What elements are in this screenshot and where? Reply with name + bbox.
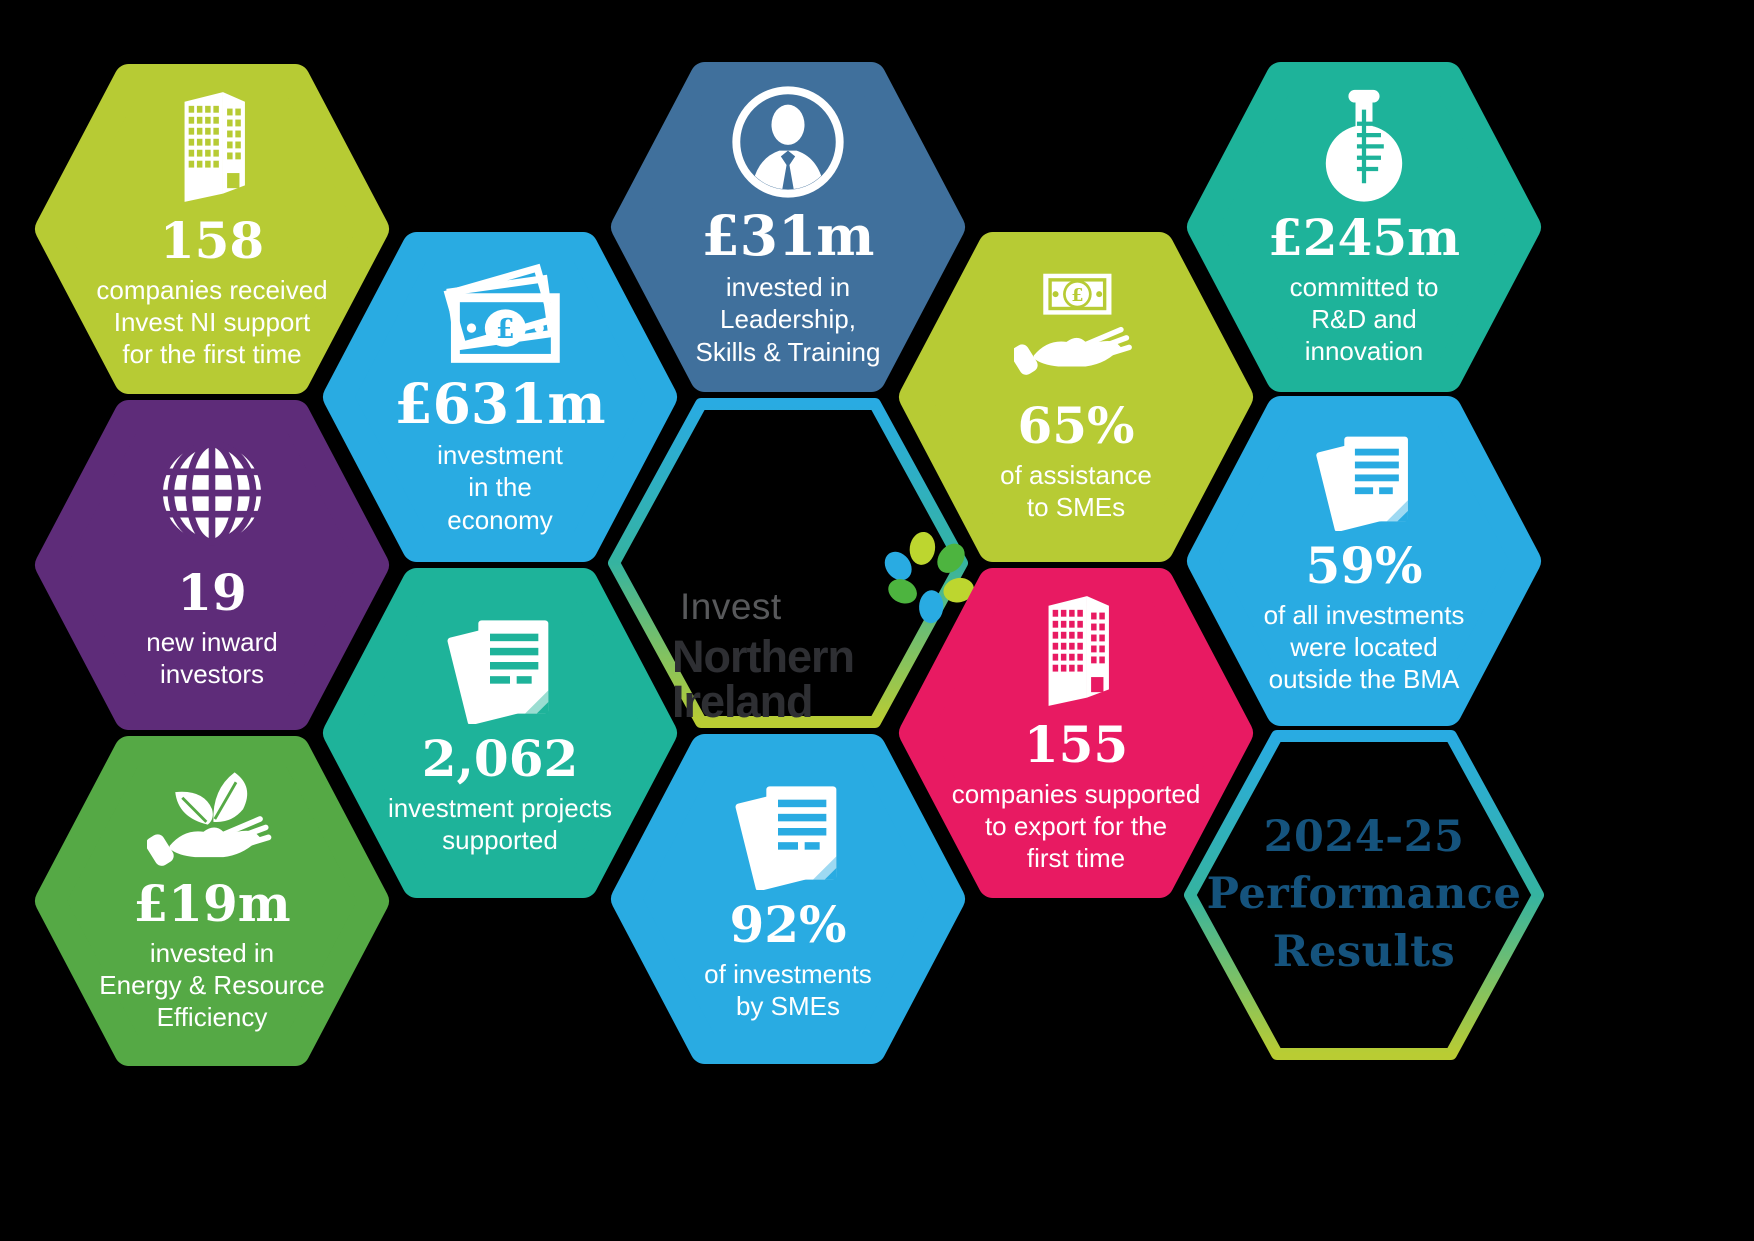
results-hexagon: 2024-25 Performance Results [1184, 730, 1544, 1060]
stat-value: £19m [133, 873, 291, 933]
building-icon [1048, 595, 1109, 706]
stat-value: £631m [394, 371, 606, 437]
stat-hex-rd-innovation: £245m committed to R&D and innovation [1184, 62, 1544, 392]
hexagon-outline-shape [1184, 730, 1544, 1060]
flask-icon [1325, 89, 1403, 202]
hexagon-shape [611, 62, 965, 392]
stat-hex-first-time-exporters: 155 companies supported to export for th… [896, 568, 1256, 898]
hexagon-shape [899, 568, 1253, 898]
hexagon-shape [323, 232, 677, 562]
stat-caption: new inward investors [146, 626, 278, 689]
hexagon-shape [899, 232, 1253, 562]
documents-icon [735, 786, 837, 890]
person-icon [732, 86, 844, 198]
stat-hex-investments-by-smes: 92% of investments by SMEs [608, 734, 968, 1064]
logo-text-northern: Northern [672, 631, 855, 682]
hexagon-shape [611, 734, 965, 1064]
hexagon-shape [323, 568, 677, 898]
results-line-year: 2024-25 [1263, 812, 1465, 863]
hexagon-shape [35, 64, 389, 394]
stat-value: 155 [1023, 714, 1129, 774]
stat-caption: of all investments were located outside … [1263, 599, 1465, 695]
logo-text-ireland: Ireland [672, 676, 814, 727]
stat-caption: companies supported to export for the fi… [951, 778, 1201, 874]
globe-icon [162, 440, 262, 546]
pound-symbol: £ [496, 314, 515, 345]
pound-symbol: £ [1071, 285, 1083, 306]
stat-caption: of assistance to SMEs [1000, 459, 1152, 522]
stat-hex-leadership-skills-training: £31m invested in Leadership, Skills & Tr… [608, 62, 968, 392]
logo-text-invest: Invest [680, 586, 782, 627]
hexagon-shape [1187, 62, 1541, 392]
stat-caption: committed to R&D and innovation [1289, 271, 1439, 367]
results-line-results: Results [1272, 926, 1456, 977]
building-windows [1052, 609, 1105, 692]
stat-value: 158 [159, 210, 265, 270]
stat-value: 19 [177, 562, 247, 622]
stat-value: 59% [1305, 535, 1423, 595]
hexagon-shape [35, 400, 389, 730]
stat-hex-investment-projects: 2,062 investment projects supported [320, 568, 680, 898]
logo-hexagon: Invest Northern Ireland [608, 398, 974, 728]
stat-caption: companies received Invest NI support for… [96, 274, 328, 370]
stat-caption: of investments by SMEs [704, 958, 872, 1021]
hexagon-shape [35, 736, 389, 1066]
stat-hex-new-inward-investors: 19 new inward investors [32, 400, 392, 730]
stat-value: 65% [1017, 395, 1135, 455]
stat-hex-outside-bma: 59% of all investments were located outs… [1184, 396, 1544, 726]
results-line-performance: Performance [1206, 869, 1522, 920]
stat-value: 2,062 [421, 728, 579, 788]
stat-caption: investment in the economy [437, 440, 563, 535]
invest-ni-logo: Invest Northern Ireland [608, 398, 974, 728]
stat-hex-investment-in-economy: £ £631m investment in the economy [320, 232, 680, 562]
stat-hex-assistance-to-smes: £ 65% of assistance to SMEs [896, 232, 1256, 562]
hexagon-shape [1187, 396, 1541, 726]
stat-caption: invested in Leadership, Skills & Trainin… [695, 272, 881, 367]
stat-value: 92% [729, 894, 847, 954]
documents-icon [1316, 436, 1408, 531]
hexagon-outline-shape [608, 398, 968, 728]
stat-hex-energy-resource-efficiency: £19m invested in Energy & Resource Effic… [32, 736, 392, 1066]
stat-caption: invested in Energy & Resource Efficiency [99, 937, 325, 1033]
building-icon [184, 91, 245, 202]
stat-value: £245m [1267, 207, 1461, 267]
logo-flower-icon [884, 531, 974, 624]
hand-note-icon: £ [1014, 273, 1132, 375]
banknotes-icon: £ [443, 263, 560, 363]
stat-hex-first-time-support: 158 companies received Invest NI support… [32, 64, 392, 394]
hand-leaves-icon [147, 772, 272, 866]
building-windows [188, 105, 241, 188]
stat-caption: investment projects supported [388, 792, 612, 855]
stat-value: £31m [701, 203, 875, 269]
results-title: 2024-25 Performance Results [1184, 730, 1544, 1060]
documents-icon [447, 620, 549, 724]
